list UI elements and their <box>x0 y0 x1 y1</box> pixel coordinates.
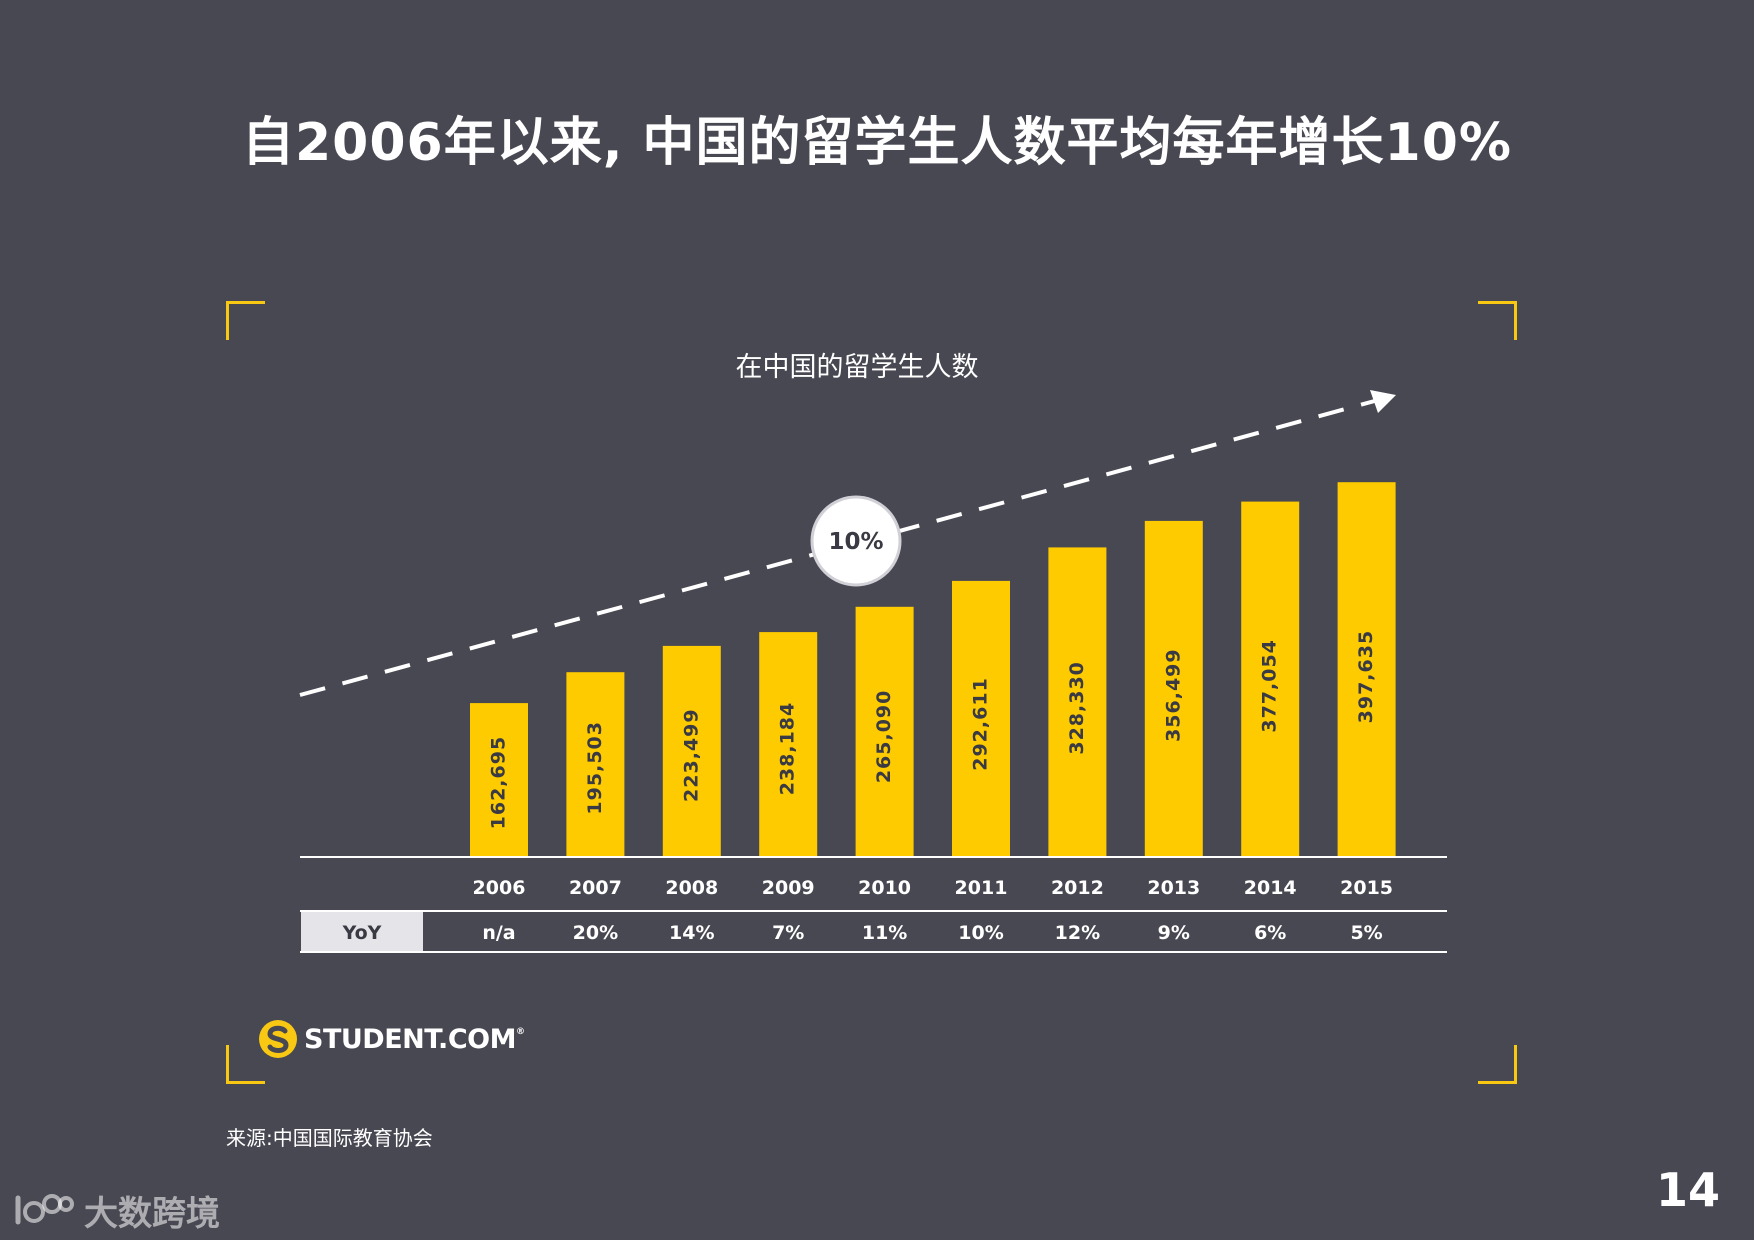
bar-value-label-2007: 195,503 <box>584 721 606 815</box>
chart-title: 在中国的留学生人数 <box>736 352 979 383</box>
yoy-value-2015: 5% <box>1350 922 1382 944</box>
bar-value-label-2012: 328,330 <box>1066 661 1088 755</box>
yoy-value-2006: n/a <box>482 922 515 944</box>
page-title: 自2006年以来, 中国的留学生人数平均每年增长10% <box>241 113 1513 173</box>
trend-badge-label: 10% <box>828 529 883 555</box>
bar-value-label-2009: 238,184 <box>777 702 799 796</box>
x-tick-label-2007: 2007 <box>569 877 622 899</box>
bar-series: 162,695 195,503 223,499 238,184 265,090 292,6… <box>470 482 1396 856</box>
logo-wordmark: STUDENT.COM® <box>304 1023 525 1055</box>
trend-arrowhead-icon <box>1370 390 1396 413</box>
yoy-value-2011: 10% <box>958 922 1003 944</box>
bar-2007 <box>566 672 625 856</box>
yoy-value-2014: 6% <box>1254 922 1286 944</box>
bar-value-label-2010: 265,090 <box>873 690 895 784</box>
yoy-value-2008: 14% <box>669 922 714 944</box>
trend-arrow <box>299 397 1383 697</box>
bar-value-label-2015: 397,635 <box>1355 630 1377 724</box>
x-tick-label-2011: 2011 <box>955 877 1008 899</box>
yoy-value-2010: 11% <box>862 922 907 944</box>
frame-corner-top-right <box>1478 301 1517 340</box>
logo-text: STUDENT.COM <box>304 1023 516 1055</box>
x-tick-labels: 2006 2007 2008 2009 2010 2011 2012 2013 2014 2015 <box>473 877 1393 899</box>
bar-2011 <box>952 580 1010 856</box>
yoy-value-2013: 9% <box>1158 922 1190 944</box>
watermark-logo-icon <box>15 1194 74 1225</box>
bar-2014 <box>1241 501 1300 856</box>
bar-2010 <box>855 606 914 856</box>
watermark-text: 大数跨境 <box>84 1193 220 1234</box>
bar-value-label-2008: 223,499 <box>680 708 702 802</box>
bar-2013 <box>1144 520 1203 856</box>
bar-value-label-2013: 356,499 <box>1162 648 1184 742</box>
bar-2015 <box>1337 482 1396 856</box>
source-note: 来源:中国国际教育协会 <box>226 1126 433 1150</box>
bar-2008 <box>662 645 721 856</box>
student-com-logo-icon <box>259 1020 297 1058</box>
student-com-logo: STUDENT.COM® <box>258 1016 525 1062</box>
frame-corner-bottom-right <box>1478 1045 1517 1084</box>
x-tick-label-2006: 2006 <box>473 877 526 899</box>
x-tick-label-2012: 2012 <box>1051 877 1104 899</box>
frame-corner-bottom-left <box>226 1045 265 1084</box>
page-number: 14 <box>1655 1163 1720 1217</box>
bar-value-label-2014: 377,054 <box>1259 639 1281 733</box>
watermark: 大数跨境 <box>12 1190 220 1234</box>
yoy-value-2009: 7% <box>772 922 804 944</box>
x-tick-label-2013: 2013 <box>1147 877 1200 899</box>
yoy-header: YoY <box>342 922 382 944</box>
x-tick-label-2008: 2008 <box>665 877 718 899</box>
bar-2009 <box>759 632 818 856</box>
logo-registered-mark: ® <box>515 1026 525 1037</box>
x-tick-label-2015: 2015 <box>1340 877 1393 899</box>
trend-badge: 10% <box>810 495 902 587</box>
yoy-row: n/a 20% 14% 7% 11% 10% 12% 9% 6% 5% <box>482 922 1382 944</box>
x-tick-label-2009: 2009 <box>762 877 815 899</box>
x-tick-label-2010: 2010 <box>858 877 911 899</box>
bar-2006 <box>470 703 528 856</box>
yoy-header-cell <box>301 912 423 952</box>
trend-badge-circle <box>810 495 902 587</box>
bar-2012 <box>1048 547 1107 856</box>
yoy-value-2012: 12% <box>1055 922 1100 944</box>
yoy-value-2007: 20% <box>573 922 618 944</box>
frame-corner-top-left <box>226 301 265 340</box>
x-tick-label-2014: 2014 <box>1244 877 1297 899</box>
bar-value-label-2011: 292,611 <box>970 677 992 771</box>
bar-value-label-2006: 162,695 <box>488 736 510 830</box>
